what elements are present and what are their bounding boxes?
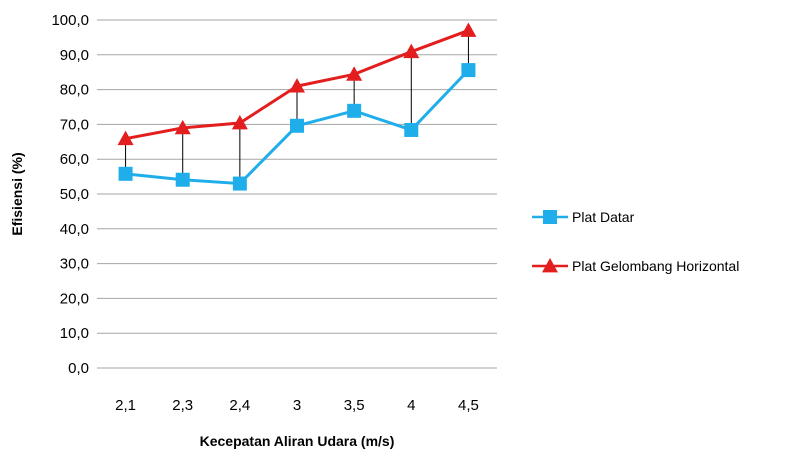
data-point-plat-gelombang-horizontal <box>403 43 420 59</box>
data-point-plat-datar <box>404 122 419 137</box>
y-tick-label: 90,0 <box>60 47 89 64</box>
x-tick-label: 4 <box>407 397 415 414</box>
data-point-plat-datar <box>118 166 133 181</box>
series-layer <box>117 22 477 191</box>
data-point-plat-datar <box>175 172 190 187</box>
legend-marker-plat-gelombang-horizontal <box>542 258 558 273</box>
data-point-plat-gelombang-horizontal <box>117 130 134 146</box>
data-point-plat-datar <box>461 63 476 78</box>
x-tick-label: 2,3 <box>172 397 193 414</box>
y-tick-label: 0,0 <box>68 360 89 377</box>
x-axis-title: Kecepatan Aliran Udara (m/s) <box>200 433 395 449</box>
legend-marker-plat-datar <box>543 210 557 224</box>
data-point-plat-datar <box>232 176 247 191</box>
legend: Plat Datar Plat Gelombang Horizontal <box>532 209 739 274</box>
y-tick-label: 60,0 <box>60 151 89 168</box>
gridlines <box>97 19 497 334</box>
data-point-plat-gelombang-horizontal <box>231 115 248 130</box>
y-tick-label: 40,0 <box>60 221 89 238</box>
legend-label-plat-datar: Plat Datar <box>572 209 635 225</box>
data-point-plat-datar <box>347 103 362 118</box>
y-axis-title: Efisiensi (%) <box>9 152 25 235</box>
y-tick-label: 10,0 <box>60 325 89 342</box>
y-tick-label: 70,0 <box>60 116 89 133</box>
y-tick-label: 50,0 <box>60 186 89 203</box>
drop-lines <box>125 30 469 184</box>
x-tick-label: 2,1 <box>115 397 136 414</box>
y-tick-label: 30,0 <box>60 256 89 273</box>
y-tick-label: 100,0 <box>51 12 89 29</box>
legend-item-plat-gelombang-horizontal: Plat Gelombang Horizontal <box>532 258 739 274</box>
x-tick-label: 3 <box>293 397 301 414</box>
data-point-plat-gelombang-horizontal <box>346 66 363 81</box>
legend-item-plat-datar: Plat Datar <box>532 209 635 225</box>
data-point-plat-gelombang-horizontal <box>460 22 477 37</box>
data-point-plat-gelombang-horizontal <box>174 119 191 135</box>
legend-label-plat-gelombang-horizontal: Plat Gelombang Horizontal <box>572 258 739 274</box>
x-tick-label: 3,5 <box>344 397 365 414</box>
y-tick-label: 20,0 <box>60 290 89 307</box>
y-axis-tick-labels: 0,0 10,0 20,0 30,0 40,0 50,0 60,0 70,0 80,0 90,0 1… <box>51 12 89 377</box>
x-axis-tick-labels: 2,1 2,3 2,4 3 3,5 4 4,5 <box>115 397 479 414</box>
x-tick-label: 4,5 <box>458 397 479 414</box>
data-point-plat-gelombang-horizontal <box>289 78 305 93</box>
x-tick-label: 2,4 <box>229 397 250 414</box>
y-tick-label: 80,0 <box>60 82 89 99</box>
data-point-plat-datar <box>290 118 304 133</box>
